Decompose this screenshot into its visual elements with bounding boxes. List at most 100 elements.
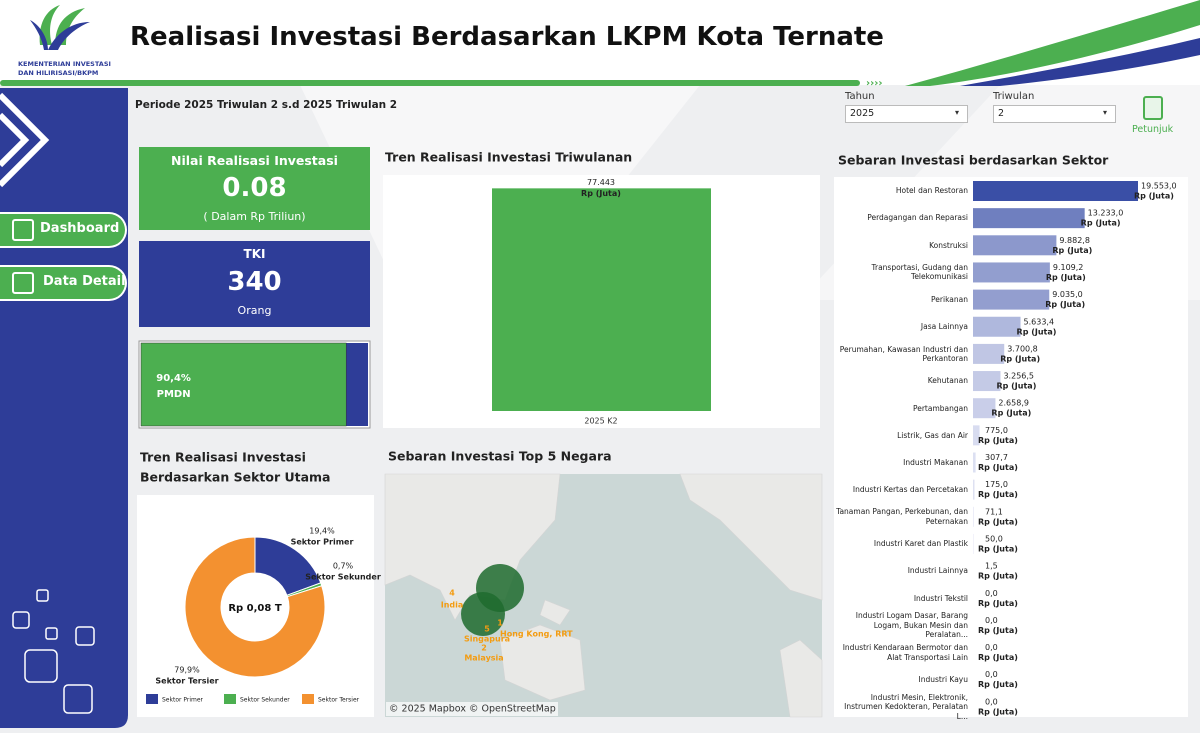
filter-label: Tahun [845,91,875,102]
unit-label: Rp (Juta) [1045,300,1085,309]
map-rank: 2 [481,644,487,653]
logo-text: DAN HILIRISASI/BKPM [18,69,99,77]
nav-button[interactable] [0,212,127,248]
unit-label: Rp (Juta) [1000,354,1040,363]
bar [973,343,1005,364]
unit-label: Rp (Juta) [978,626,1018,635]
value-label: 13.233,0 [1088,209,1124,218]
logo-text: KEMENTERIAN INVESTASI [18,60,111,68]
value-label: 0,0 [985,616,998,625]
header-line [0,80,860,86]
chart-title: Tren Realisasi Investasi Triwulanan [385,150,632,165]
nav-button[interactable] [0,265,127,301]
bar [973,506,974,527]
chart-title: Sebaran Investasi Top 5 Negara [388,449,612,464]
bar [973,316,1021,337]
unit-label: Rp (Juta) [978,572,1018,581]
y-tick-label: Industri Karet dan Plastik [873,539,968,549]
value-label: 71,1 [985,507,1003,516]
y-tick-label: Industri Kendaraan Bermotor dan Alat Tra… [842,643,968,662]
filter-label: Triwulan [993,91,1035,102]
value-label: 0,0 [985,697,998,706]
map-label: Malaysia [464,654,503,663]
unit-label: Rp (Juta) [996,382,1036,391]
unit-label: Rp (Juta) [978,463,1018,472]
center-label: Rp 0,08 T [228,603,281,614]
value-label: 5.633,4 [1024,317,1055,326]
panel [137,495,374,717]
kpi-card [139,241,370,327]
unit-label: Rp (Juta) [1081,219,1121,228]
map-label: Singapura [464,635,510,644]
filter-dropdown[interactable]: 2025 [845,105,968,123]
filter-dropdown[interactable]: 2 [993,105,1116,123]
nav-label[interactable]: Dashboard [40,221,120,236]
y-tick-label: Perikanan [931,294,968,304]
unit-label: Rp (Juta) [978,707,1018,716]
slice-value-label: 79,9% [174,666,200,675]
sidebar-deco [12,589,95,714]
y-tick-label: Kehutanan [927,376,968,386]
value-label: 77.443 [587,178,615,187]
share-bar [140,342,347,427]
page-title: Realisasi Investasi Berdasarkan LKPM Kot… [130,22,884,52]
legend-label: Sektor Sekunder [240,697,290,704]
y-tick-label: Industri Kayu [918,675,968,684]
unit-label: Rp (Juta) [978,517,1018,526]
help-label[interactable]: Petunjuk [1132,124,1174,135]
map-rank: 5 [484,625,490,634]
slice-name: Sektor Primer [291,538,354,547]
nav-icon [12,272,34,294]
bar [973,235,1057,256]
kpi-title: TKI [243,247,266,261]
value-label: 9.882,8 [1059,236,1090,245]
y-tick-label: Jasa Lainnya [920,322,968,332]
value-label: 50,0 [985,534,1003,543]
map-attribution: © 2025 Mapbox © OpenStreetMap [389,704,556,715]
slice-value-label: 0,7% [333,562,354,571]
period: Periode 2025 Triwulan 2 s.d 2025 Triwula… [135,99,398,111]
kpi-card [139,147,370,230]
share-value-label: 90,4% [156,373,191,384]
y-tick-label: Industri Makanan [903,457,968,467]
map-label: India [441,601,464,610]
unit-label: Rp (Juta) [978,490,1018,499]
y-tick-label: Industri Lainnya [907,566,968,576]
chart-title: Tren Realisasi Investasi [140,450,306,465]
value-label: 3.700,8 [1007,344,1038,353]
slice-value-label: 19,4% [309,527,335,536]
kpi-title: Nilai Realisasi Investasi [171,153,338,168]
y-tick-label: Hotel dan Restoran [895,186,968,196]
value-label: 0,0 [985,643,998,652]
sidebar-chevron [0,92,50,188]
value-label: 307,7 [985,453,1008,462]
map-land [539,599,571,626]
value-label: 9.035,0 [1052,290,1083,299]
unit-label: Rp (Juta) [1017,327,1057,336]
help-icon[interactable] [1143,96,1163,120]
unit-label: Rp (Juta) [978,680,1018,689]
unit-label: Rp (Juta) [991,409,1031,418]
x-tick-label: 2025 K2 [584,417,617,426]
nav-label[interactable]: Data Detail [43,274,126,289]
value-label: 175,0 [985,480,1008,489]
map-land [499,624,586,701]
chart-title: Sebaran Investasi berdasarkan Sektor [838,153,1109,168]
swoosh [960,38,1200,86]
value-label: 3.256,5 [1003,372,1034,381]
bar [492,188,711,411]
chart-title: Berdasarkan Sektor Utama [140,470,331,485]
unit-label: Rp (Juta) [1134,192,1174,201]
bar [973,452,976,473]
legend-label: Sektor Tersier [318,697,360,704]
y-tick-label: Industri Tekstil [913,593,968,603]
bar [973,181,1138,201]
dropdown-arrow: ▾ [955,108,960,117]
bar [973,262,1050,283]
slice-name: Sektor Tersier [155,677,218,686]
map-land [384,473,561,621]
map-land [779,639,823,718]
y-tick-label: Transportasi, Gudang dan Telekomunikasi [871,263,968,282]
bar [973,371,1001,392]
